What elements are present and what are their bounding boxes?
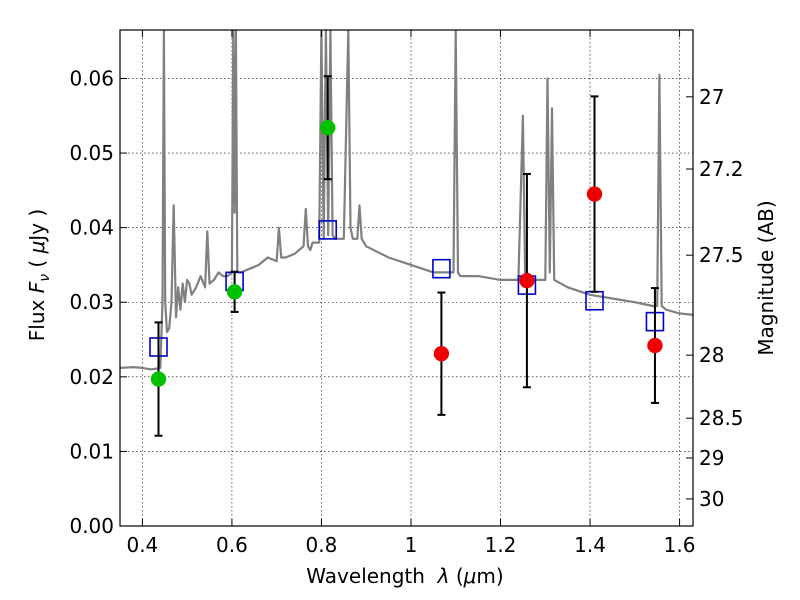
plot-frame [119, 29, 694, 527]
data-point [150, 371, 167, 387]
x-tick-label: 1 [405, 533, 418, 557]
data-point [647, 337, 663, 354]
y-tick-label: 0.02 [69, 365, 114, 389]
y-tick-label: 0.04 [69, 216, 114, 240]
error-bars [154, 75, 659, 437]
y2-tick-label: 27 [699, 85, 724, 109]
y-tick-label: 0.06 [69, 66, 114, 90]
data-point [519, 272, 535, 289]
x-axis-label: Wavelength λ (μm) [306, 564, 503, 588]
data-point [319, 119, 336, 136]
x-axis-label-prefix: Wavelength [306, 564, 437, 588]
data-point [586, 186, 603, 202]
model-photometry-squares [149, 220, 665, 357]
data-points [150, 119, 663, 387]
x-axis-label-unit: m) [476, 564, 503, 588]
spectrum-line [120, 30, 693, 371]
y2-axis-label: Magnitude (AB) [754, 200, 778, 355]
model-spectrum [120, 30, 693, 371]
data-point [226, 284, 243, 300]
y-axis-label-unit: Jy ) [25, 209, 49, 243]
x-tick-label: 1.4 [574, 533, 606, 557]
x-axis-label-var: λ [437, 564, 450, 588]
model-square [432, 258, 451, 279]
y-axis-label-prefix: Flux [25, 293, 49, 341]
x-axis-label-open: ( [450, 564, 464, 588]
x-tick-label: 0.6 [216, 533, 248, 557]
y-axis-label-sub: ν [37, 274, 53, 282]
y-axis-label-var: F [25, 281, 49, 293]
y2-tick-label: 27.2 [699, 157, 744, 181]
y-axis-label: Flux Fν ( μJy ) [25, 209, 53, 341]
y-axis-label-mu: μ [25, 241, 49, 255]
grid [120, 30, 693, 526]
x-axis-label-mu: μ [463, 564, 477, 588]
model-square [318, 220, 338, 240]
axis-ticks: 0.4 0.6 0.8 1 1.2 1.4 1.6 0.00 0.01 0.02 0.03 0.04 0… [69, 30, 744, 557]
y-tick-label: 0.00 [69, 514, 114, 538]
y2-tick-label: 28.5 [699, 406, 744, 430]
x-tick-label: 1.6 [664, 533, 696, 557]
data-point [433, 345, 450, 362]
x-tick-label: 0.4 [126, 533, 158, 557]
y-tick-label: 0.01 [69, 439, 114, 463]
y2-tick-label: 30 [699, 487, 724, 511]
y2-tick-label: 29 [699, 446, 724, 470]
x-tick-label: 0.8 [306, 533, 338, 557]
y2-tick-label: 27.5 [699, 243, 744, 267]
y-axis-label-open: ( [25, 253, 49, 274]
y-tick-label: 0.03 [69, 290, 114, 314]
y2-tick-label: 28 [699, 343, 724, 367]
x-tick-label: 1.2 [485, 533, 517, 557]
y-tick-label: 0.05 [69, 141, 114, 165]
